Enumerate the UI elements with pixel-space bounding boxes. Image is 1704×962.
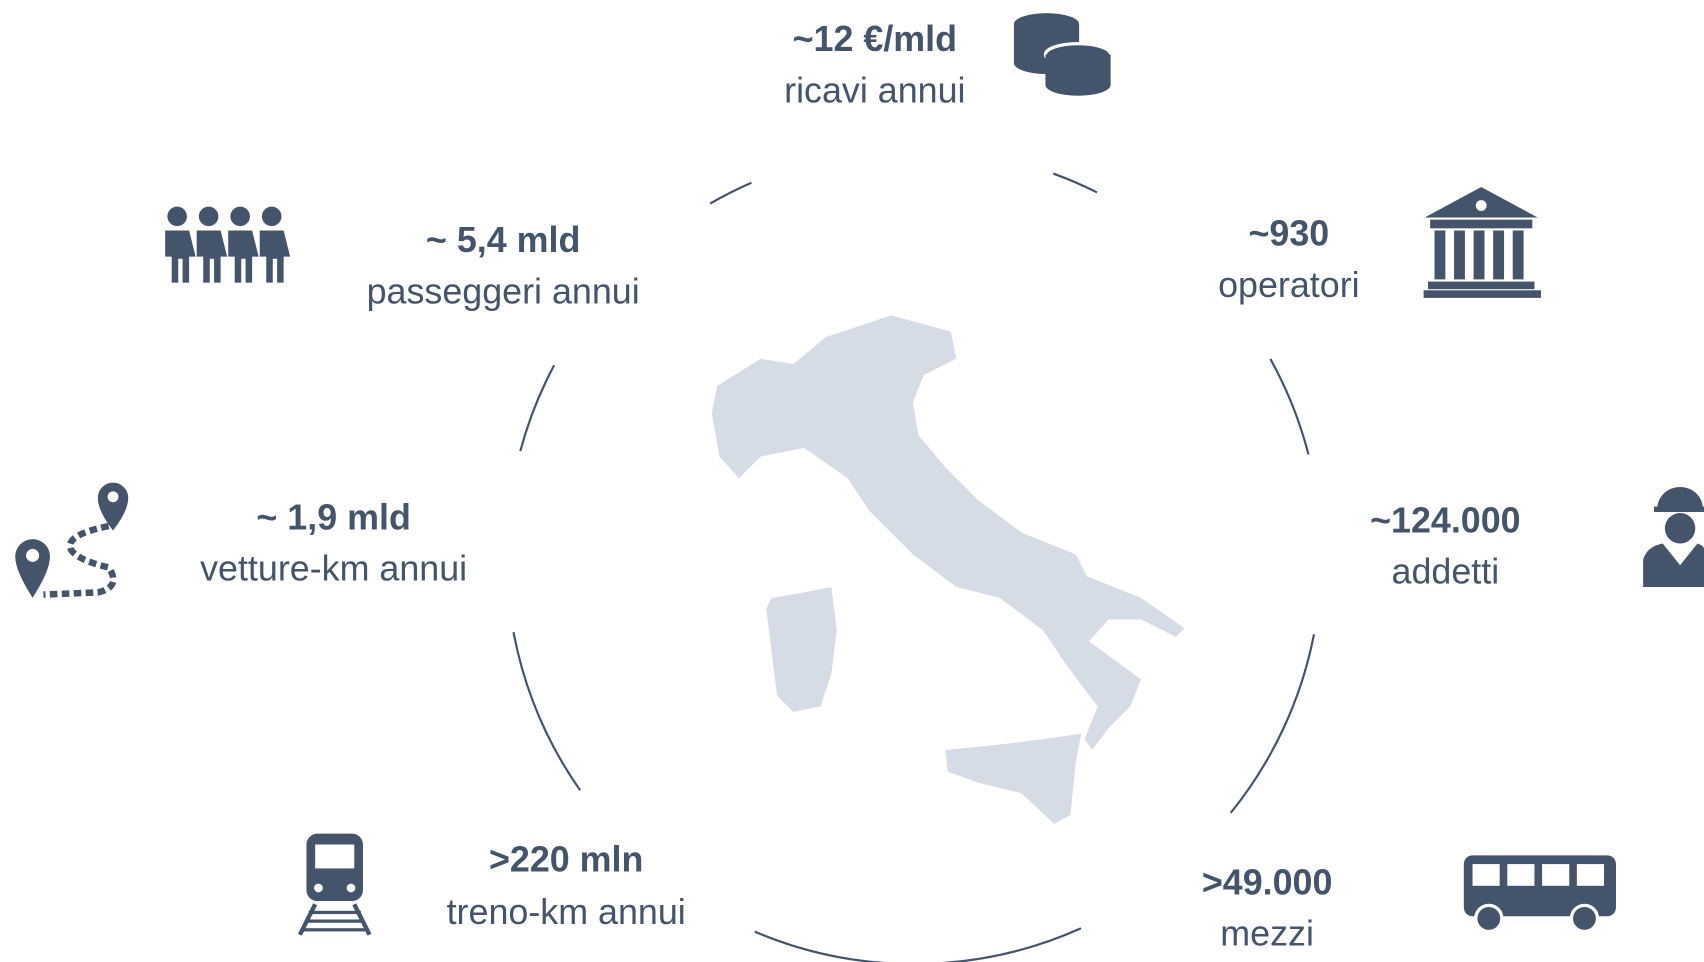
ring-arc bbox=[1052, 172, 1098, 194]
stat-value: ~930 bbox=[1248, 214, 1329, 254]
stat-label: vetture-km annui bbox=[200, 548, 467, 588]
bus-icon bbox=[1463, 855, 1616, 934]
stat-label: mezzi bbox=[1220, 914, 1314, 954]
stat-value: ~124.000 bbox=[1370, 501, 1521, 541]
stat-label: treno-km annui bbox=[447, 892, 686, 932]
texts: ~12 €/mld ricavi annui ~930 operatori ~1… bbox=[200, 19, 1521, 953]
people-icon bbox=[165, 206, 291, 283]
stat-label: addetti bbox=[1392, 552, 1500, 592]
ring-arc bbox=[1229, 634, 1316, 814]
stat-label: operatori bbox=[1218, 265, 1360, 305]
worker-icon bbox=[1643, 486, 1704, 587]
italy-map bbox=[711, 315, 1185, 824]
stat-value: ~ 1,9 mld bbox=[256, 497, 410, 537]
route-icon bbox=[15, 482, 129, 598]
stat-value: >220 mln bbox=[489, 840, 643, 880]
building-icon bbox=[1423, 187, 1541, 298]
ring-arc bbox=[512, 631, 582, 791]
ring-arc bbox=[709, 181, 752, 205]
ring bbox=[512, 172, 1316, 962]
train-icon bbox=[297, 833, 372, 936]
stat-value: ~ 5,4 mld bbox=[426, 220, 580, 260]
stat-label: ricavi annui bbox=[784, 70, 965, 110]
ring-arc bbox=[519, 364, 556, 452]
ring-arc bbox=[1269, 358, 1310, 455]
stat-value: >49.000 bbox=[1202, 863, 1333, 903]
stat-label: passeggeri annui bbox=[367, 271, 640, 311]
coins-icon bbox=[1013, 13, 1113, 96]
stat-value: ~12 €/mld bbox=[793, 19, 957, 59]
ring-arc bbox=[754, 927, 1082, 962]
